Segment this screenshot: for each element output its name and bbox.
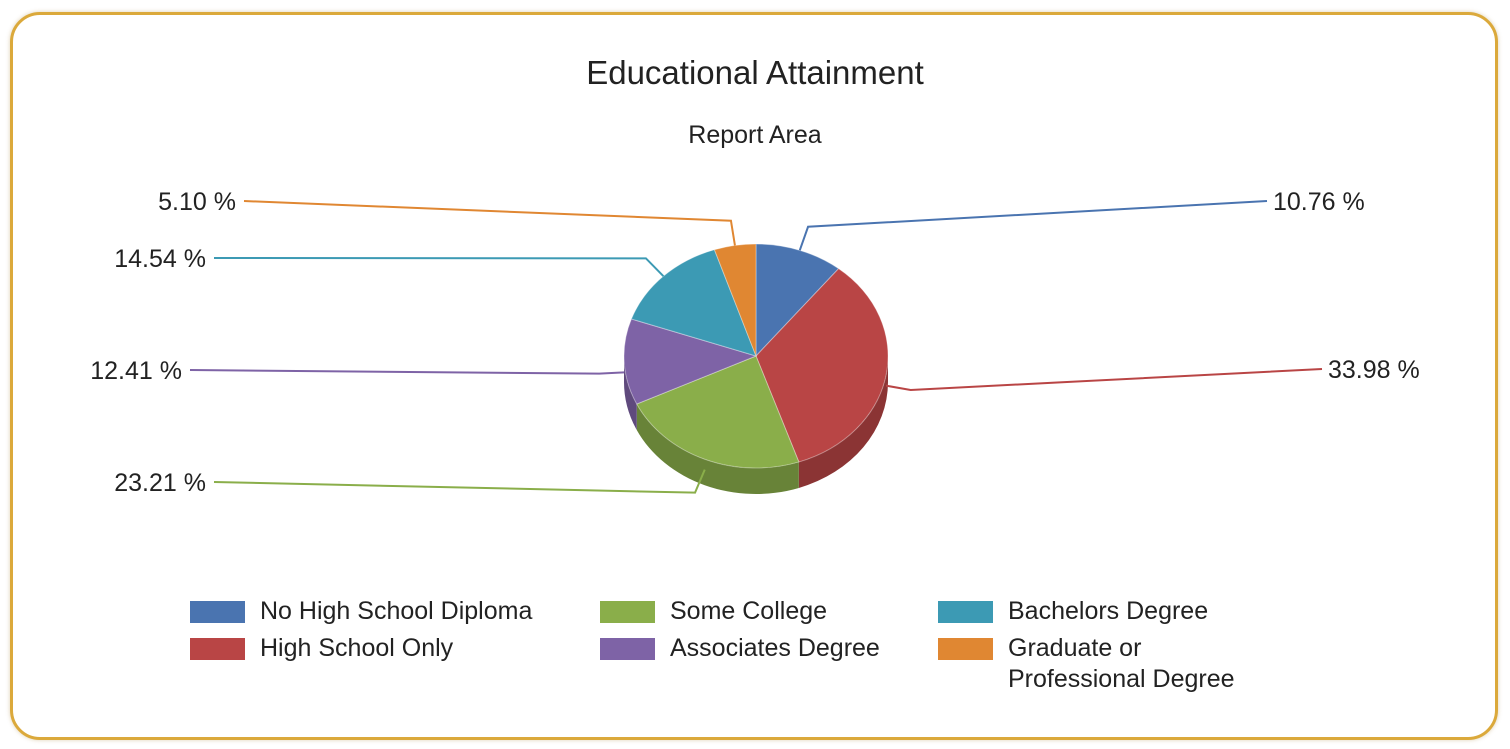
legend-label: Some College xyxy=(670,597,828,625)
data-label: 14.54 % xyxy=(114,245,206,273)
pie-slice-side xyxy=(798,356,888,488)
legend-label: Graduate or Professional Degree xyxy=(1008,634,1235,693)
pie-top xyxy=(623,243,889,469)
pie-slice-side xyxy=(636,404,799,495)
legend-swatch xyxy=(600,638,655,660)
pie-side-walls xyxy=(624,356,888,495)
legend-item-graduate-or-professional-degree: Graduate or Professional Degree xyxy=(938,633,1278,695)
chart-title: Educational Attainment xyxy=(586,54,924,91)
data-label: 12.41 % xyxy=(90,357,182,385)
pie-slice xyxy=(713,243,757,357)
leader-line xyxy=(885,368,1323,391)
legend-swatch xyxy=(190,601,245,623)
legend-label: Associates Degree xyxy=(670,634,880,662)
legend-label: No High School Diploma xyxy=(260,597,533,625)
pie-slice xyxy=(623,318,758,405)
data-label: 33.98 % xyxy=(1328,356,1420,384)
legend-item-high-school-only: High School Only xyxy=(190,633,453,664)
legend-label: Bachelors Degree xyxy=(1008,597,1209,625)
legend-swatch xyxy=(938,601,993,623)
pie-slice xyxy=(755,267,889,463)
leader-line xyxy=(213,469,706,494)
legend-swatch xyxy=(190,638,245,660)
data-label: 5.10 % xyxy=(158,188,236,216)
pie-slice-side xyxy=(624,356,637,431)
legend-item-bachelors-degree: Bachelors Degree xyxy=(938,596,1208,627)
chart-legend: No High School Diploma High School Only … xyxy=(190,596,1390,706)
data-label: 23.21 % xyxy=(114,469,206,497)
pie-slice xyxy=(630,249,757,357)
leader-line xyxy=(243,200,736,246)
data-label: 10.76 % xyxy=(1273,188,1365,216)
legend-label: High School Only xyxy=(260,634,454,662)
legend-item-some-college: Some College xyxy=(600,596,827,627)
leader-lines xyxy=(189,200,1323,494)
legend-item-associates-degree: Associates Degree xyxy=(600,633,880,664)
leader-line xyxy=(189,369,625,375)
legend-item-no-high-school-diploma: No High School Diploma xyxy=(190,596,532,627)
pie-slice xyxy=(636,355,800,469)
chart-subtitle: Report Area xyxy=(688,121,822,149)
leader-line xyxy=(798,200,1268,251)
legend-swatch xyxy=(600,601,655,623)
leader-line xyxy=(213,257,665,277)
legend-swatch xyxy=(938,638,993,660)
